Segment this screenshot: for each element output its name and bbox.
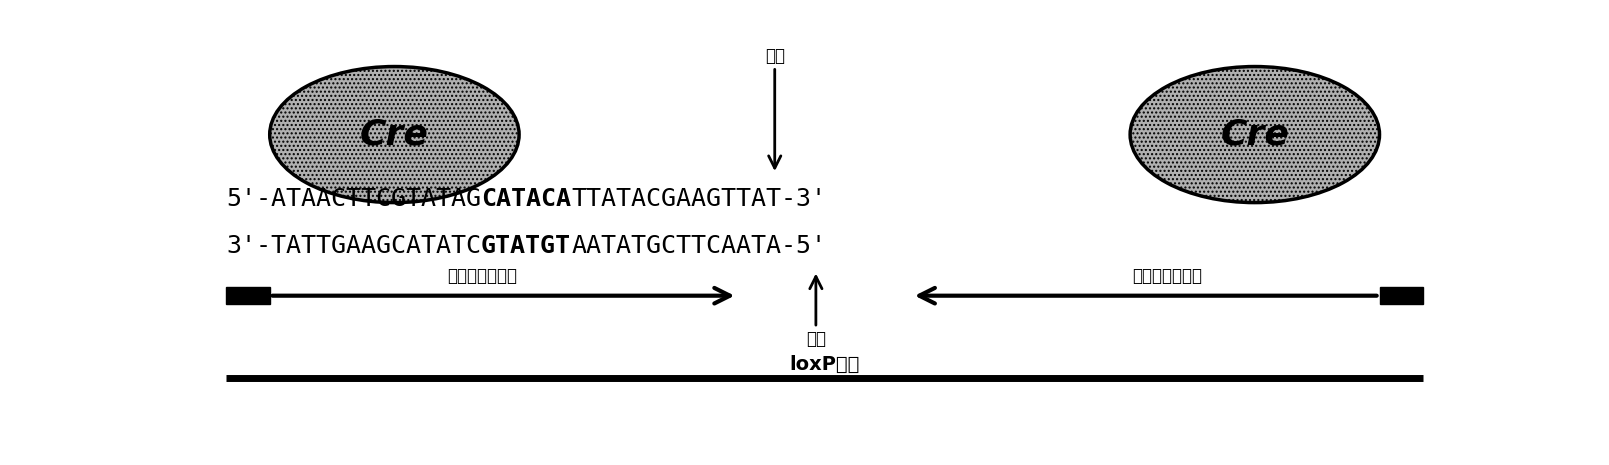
Bar	[225, 287, 270, 304]
Text: AATATGCTTCAATA-5': AATATGCTTCAATA-5'	[571, 233, 825, 258]
Text: GTATGT: GTATGT	[481, 233, 571, 258]
Text: Cre: Cre	[360, 118, 430, 152]
Text: 3'-TATTGAAGCATATC: 3'-TATTGAAGCATATC	[225, 233, 481, 258]
Text: 切开: 切开	[806, 330, 825, 348]
Text: Cre: Cre	[1220, 118, 1289, 152]
Ellipse shape	[270, 66, 520, 203]
Text: 重组酶结合位点: 重组酶结合位点	[447, 267, 516, 286]
Bar	[1379, 287, 1424, 304]
Text: 切开: 切开	[764, 47, 785, 65]
Text: loxP位点: loxP位点	[790, 355, 859, 374]
Text: CATACA: CATACA	[481, 187, 571, 211]
Text: TTATACGAAGTTAT-3': TTATACGAAGTTAT-3'	[571, 187, 825, 211]
Text: 重组酶结合位点: 重组酶结合位点	[1133, 267, 1202, 286]
Ellipse shape	[1130, 66, 1379, 203]
Text: 5'-ATAACTTCGTATAG: 5'-ATAACTTCGTATAG	[225, 187, 481, 211]
